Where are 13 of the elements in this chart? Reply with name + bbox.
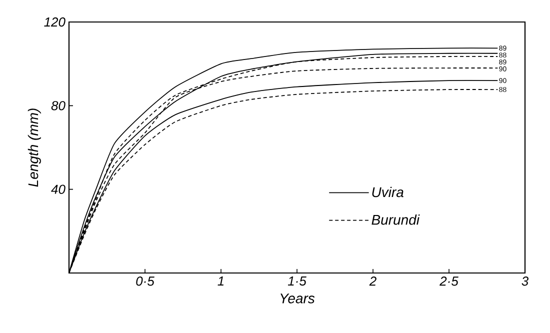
x-axis-title: Years — [280, 294, 315, 304]
y-axis-title: Length (mm) — [28, 108, 41, 187]
y-tick-label: 80 — [51, 101, 66, 110]
x-tick-label: 1 — [218, 276, 224, 286]
x-tick-label: 0·5 — [136, 276, 154, 286]
legend-label: Uvira — [372, 186, 404, 198]
y-tick-label: 40 — [51, 184, 66, 194]
y-tick-label: 120 — [44, 17, 66, 27]
legend-label: Burundi — [372, 214, 420, 225]
x-tick-label: 1·5 — [288, 276, 306, 286]
x-tick-label: 3 — [522, 276, 528, 286]
x-tick-label: 2 — [369, 276, 376, 286]
x-tick-label: 2·5 — [440, 276, 458, 286]
